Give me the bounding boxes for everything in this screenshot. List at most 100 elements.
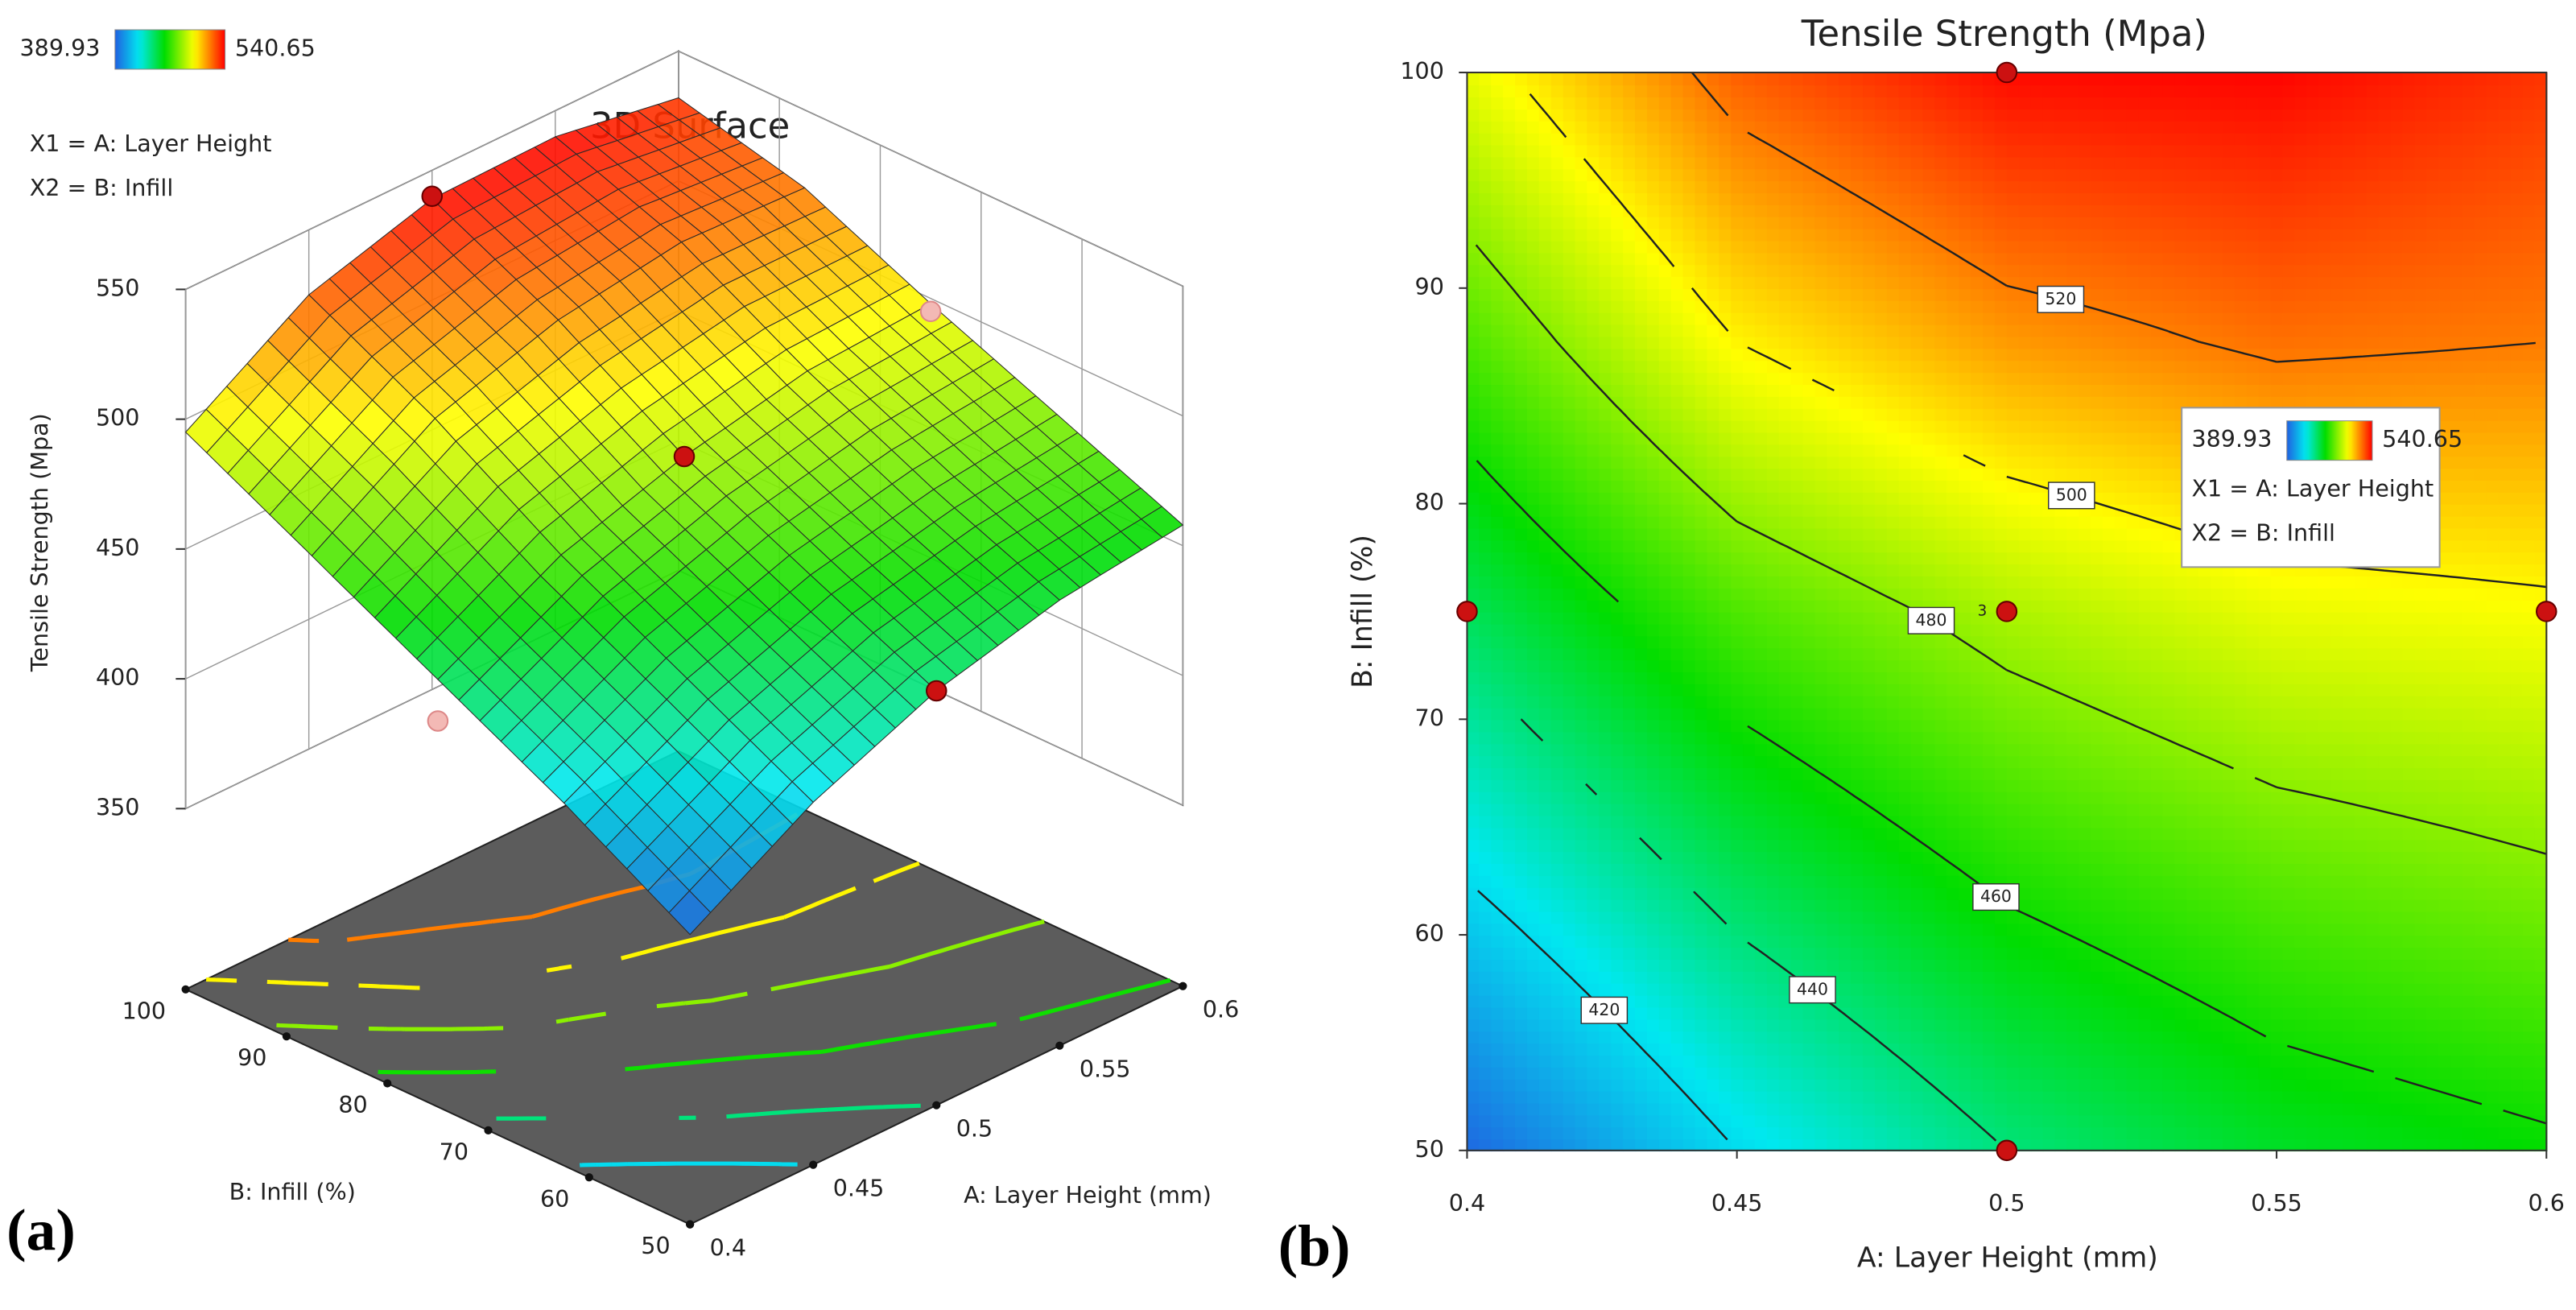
contour-cell [1886, 1031, 1900, 1044]
contour-cell [1731, 659, 1744, 673]
contour-cell [1802, 216, 1816, 229]
contour-cell [1550, 970, 1564, 984]
contour-cell [1550, 982, 1564, 996]
contour-cell [1863, 72, 1876, 86]
contour-cell [1755, 815, 1769, 829]
contour-cell [1766, 827, 1781, 841]
design-point [421, 185, 444, 207]
contour-cell [1719, 862, 1732, 876]
contour-cell [1922, 743, 1936, 757]
contour-cell [1503, 827, 1517, 841]
contour-cell [1959, 216, 1972, 229]
contour-cell [1766, 767, 1781, 780]
contour-cell [1766, 1126, 1781, 1140]
contour-cell [1503, 1090, 1517, 1104]
contour-cell [1515, 300, 1529, 313]
contour-cell [1778, 252, 1792, 266]
contour-cell [1635, 1006, 1649, 1020]
contour-cell [1575, 970, 1588, 984]
contour-cell [2030, 419, 2044, 433]
contour-cell [1491, 719, 1505, 733]
contour-cell [1526, 946, 1541, 961]
contour-cell [1910, 563, 1924, 577]
contour-cell [1575, 899, 1588, 912]
contour-cell [1755, 599, 1769, 613]
contour-cell [1755, 360, 1769, 374]
contour-cell [1491, 348, 1505, 362]
contour-cell [1886, 84, 1900, 98]
contour-cell [1874, 1126, 1889, 1140]
contour-cell [1994, 383, 2008, 397]
contour-cell [1467, 479, 1480, 493]
contour-cell [1695, 407, 1708, 421]
contour-cell [1503, 300, 1517, 313]
contour-cell [1959, 1102, 1972, 1116]
contour-cell [1814, 432, 1828, 445]
contour-cell [1898, 695, 1912, 709]
contour-cell [1623, 432, 1637, 445]
contour-cell [1479, 671, 1492, 684]
contour-cell [1863, 1078, 1876, 1092]
contour-cell [1922, 360, 1936, 374]
contour-cell [1658, 264, 1672, 278]
contour-cell [1839, 84, 1852, 98]
contour-cell [1515, 982, 1529, 996]
contour-cell [1778, 767, 1792, 780]
contour-cell [1719, 623, 1732, 637]
contour-cell [1839, 707, 1852, 721]
contour-cell [1526, 659, 1541, 673]
contour-cell [1623, 575, 1637, 589]
contour-cell [1959, 599, 1972, 613]
surface-facet [668, 890, 712, 936]
contour-cell [1563, 563, 1576, 577]
contour-cell [1503, 419, 1517, 433]
contour-cell [1575, 635, 1588, 649]
contour-cell [2018, 731, 2032, 745]
contour-cell [1946, 911, 1960, 924]
contour-cell [1755, 108, 1769, 122]
contour-cell [1707, 970, 1720, 984]
contour-cell [1863, 144, 1876, 158]
contour-cell [1898, 994, 1912, 1008]
contour-cell [1731, 575, 1744, 589]
contour-cell [1814, 348, 1828, 362]
contour-cell [1575, 180, 1588, 194]
contour-cell [1646, 671, 1661, 684]
contour-cell [1731, 479, 1744, 493]
contour-cell [1802, 108, 1816, 122]
contour-cell [1946, 300, 1960, 313]
contour-cell [1623, 587, 1637, 601]
floor-contour [206, 861, 920, 990]
contour-cell [1731, 312, 1744, 325]
contour-cell [1670, 599, 1684, 613]
contour-cell [1479, 300, 1492, 313]
contour-cell [1790, 587, 1804, 601]
contour-cell [1874, 839, 1889, 853]
contour-cell [1946, 72, 1960, 86]
contour-cell [1515, 419, 1529, 433]
contour-cell [1922, 539, 1936, 553]
contour-cell [1790, 815, 1804, 829]
contour-cell [1658, 767, 1672, 780]
contour-cell [1611, 383, 1624, 397]
contour-cell [1983, 1019, 1996, 1032]
contour-cell [1983, 204, 1996, 217]
contour-cell [1851, 1102, 1864, 1116]
contour-cell [1934, 659, 1948, 673]
contour-cell [1778, 587, 1792, 601]
contour-cell [1682, 767, 1696, 780]
contour-cell [1946, 180, 1960, 194]
contour-cell [1635, 144, 1649, 158]
contour-cell [2030, 467, 2044, 481]
contour-cell [1550, 204, 1564, 217]
contour-cell [1623, 1126, 1637, 1140]
contour-cell [1550, 479, 1564, 493]
contour-cell [1467, 1102, 1480, 1116]
contour-cell [1719, 611, 1732, 625]
contour-cell [1959, 623, 1972, 637]
contour-cell [1719, 192, 1732, 205]
contour-cell [1635, 923, 1649, 936]
contour-cell [1827, 252, 1840, 266]
contour-cell [1563, 850, 1576, 865]
contour-cell [1682, 982, 1696, 996]
